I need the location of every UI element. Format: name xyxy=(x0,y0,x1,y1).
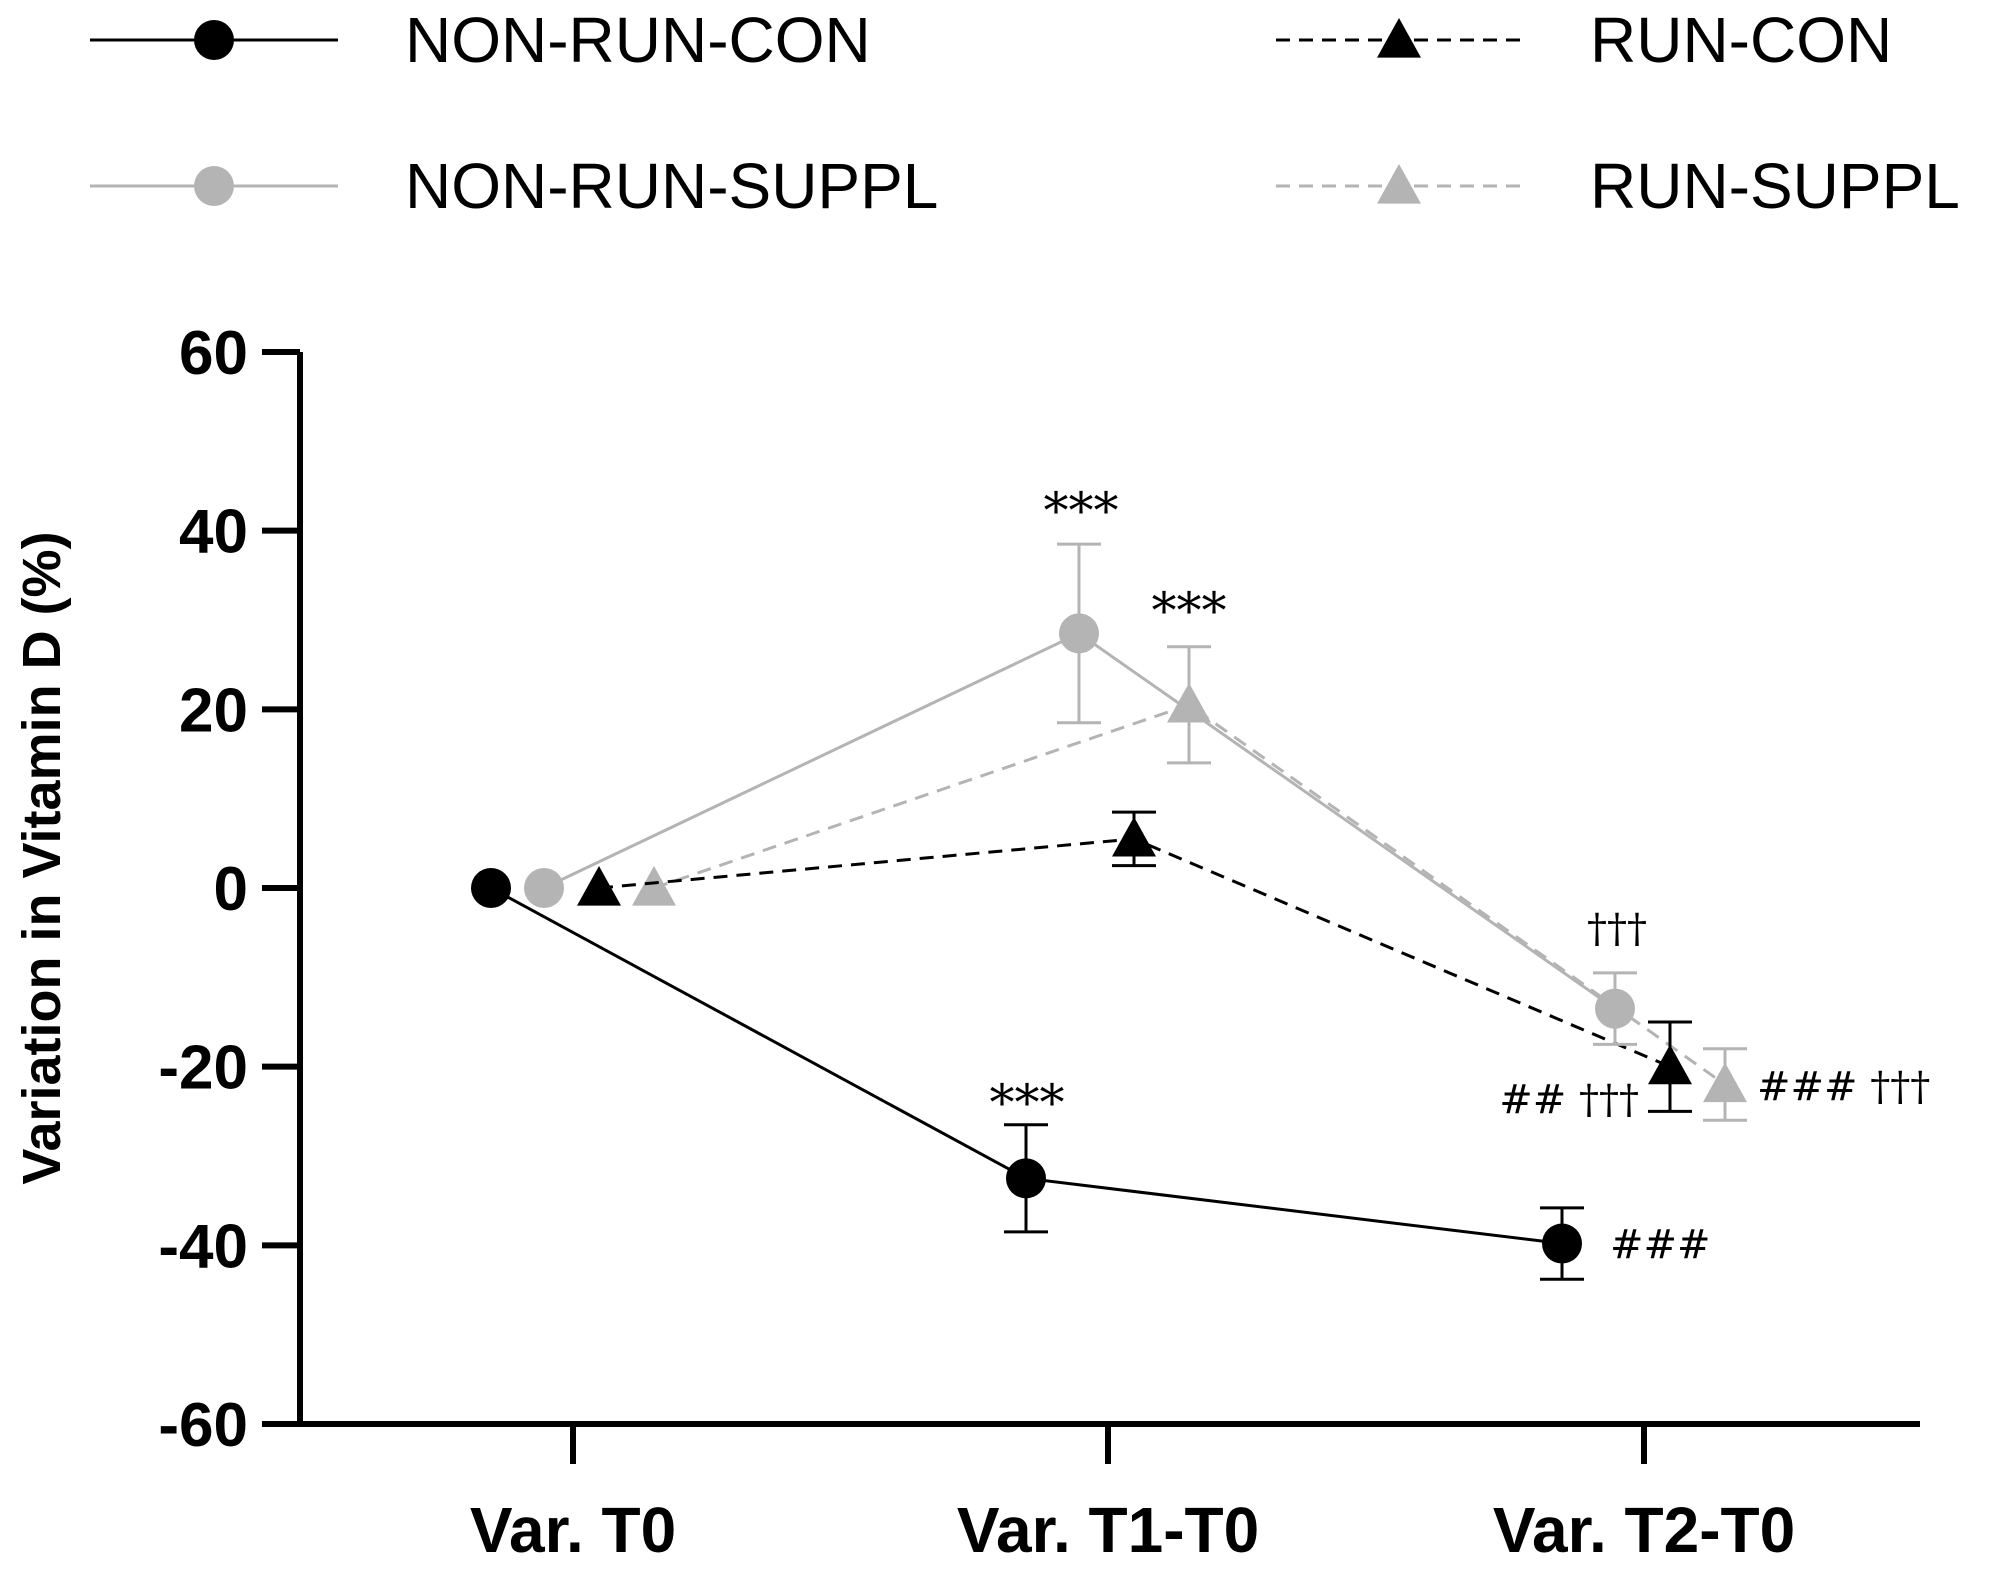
series-run-con xyxy=(577,810,1692,1113)
y-tick-label: 20 xyxy=(179,676,248,745)
legend-marker xyxy=(194,20,234,60)
significance-annotation: ## ††† xyxy=(1499,1077,1639,1123)
significance-annotation: ††† xyxy=(1587,906,1647,952)
data-point xyxy=(1167,682,1211,723)
data-point xyxy=(1703,1062,1747,1103)
data-point xyxy=(1059,613,1099,654)
x-tick-label: Var. T1-T0 xyxy=(957,1494,1259,1566)
series-non-run-con xyxy=(471,868,1584,1281)
significance-annotation: ### xyxy=(1610,1222,1711,1268)
legend-marker xyxy=(1377,18,1421,58)
series-run-suppl xyxy=(632,645,1747,1122)
legend-label: NON-RUN-SUPPL xyxy=(405,150,938,222)
y-tick-label: 0 xyxy=(214,855,248,924)
significance-annotation: *** xyxy=(1044,482,1119,540)
legend-item-run-con: RUN-CON xyxy=(1276,4,1892,76)
data-point xyxy=(1542,1223,1582,1264)
y-tick-label: -60 xyxy=(158,1391,248,1460)
series-layer xyxy=(471,542,1747,1281)
significance-annotation: ### ††† xyxy=(1757,1064,1930,1110)
data-point xyxy=(1112,816,1156,857)
legend-item-non-run-suppl: NON-RUN-SUPPL xyxy=(90,150,938,222)
y-tick-label: -20 xyxy=(158,1034,248,1103)
axes: 60 40 20 0 -20 -40 -60 Var. T0 Var. T1-T0 Var. T2… xyxy=(12,319,1920,1566)
x-tick-label: Var. T0 xyxy=(470,1494,676,1566)
legend-label: RUN-SUPPL xyxy=(1590,150,1960,222)
legend-marker xyxy=(1377,164,1421,204)
legend-marker xyxy=(194,166,234,206)
data-point xyxy=(1006,1158,1046,1199)
x-tick-label: Var. T2-T0 xyxy=(1493,1494,1795,1566)
legend: NON-RUN-CON NON-RUN-SUPPL RUN-CON RUN-SUPPL xyxy=(90,4,1960,222)
data-point xyxy=(632,866,676,906)
legend-label: NON-RUN-CON xyxy=(405,4,871,76)
data-point xyxy=(1648,1044,1692,1085)
series-non-run-suppl xyxy=(524,542,1637,1046)
data-point xyxy=(471,868,511,908)
legend-label: RUN-CON xyxy=(1590,4,1892,76)
data-point xyxy=(577,866,621,906)
data-point xyxy=(1595,988,1635,1029)
annotation-layer: *** *** *** ††† ## ††† ### ††† ### xyxy=(990,482,1931,1268)
significance-annotation: *** xyxy=(1152,582,1227,640)
y-tick-label: -40 xyxy=(158,1212,248,1281)
y-tick-label: 40 xyxy=(179,498,248,567)
legend-item-run-suppl: RUN-SUPPL xyxy=(1276,150,1960,222)
data-point xyxy=(524,868,564,908)
y-axis-title: Variation in Vitamin D (%) xyxy=(12,531,72,1184)
significance-annotation: *** xyxy=(990,1074,1065,1132)
legend-item-non-run-con: NON-RUN-CON xyxy=(90,4,871,76)
y-tick-label: 60 xyxy=(179,319,248,388)
